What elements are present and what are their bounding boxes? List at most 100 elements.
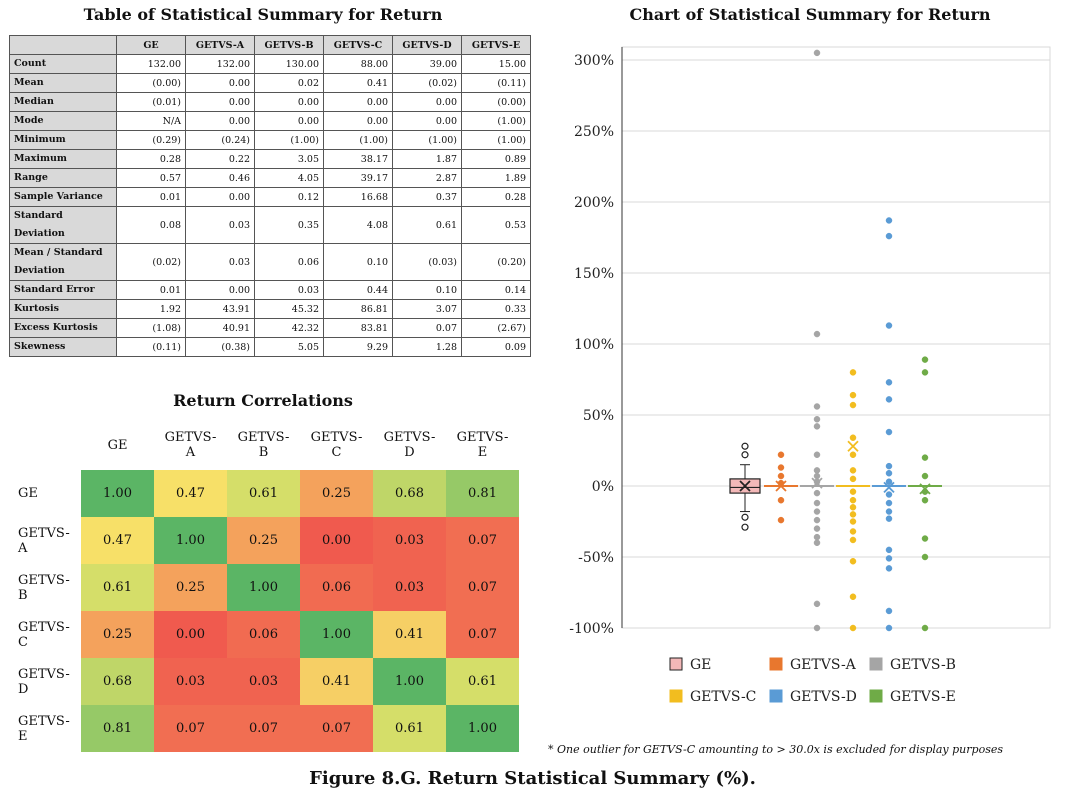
correlation-cell: 1.00 bbox=[154, 517, 227, 564]
outlier-point bbox=[885, 515, 893, 522]
outlier-point bbox=[777, 451, 785, 459]
outlier-point bbox=[813, 472, 821, 480]
stats-cell: 0.35 bbox=[254, 206, 324, 244]
correlation-cell: 0.07 bbox=[446, 564, 519, 611]
outlier-point bbox=[885, 217, 893, 224]
legend-swatch bbox=[869, 657, 883, 671]
correlation-row-header: GETVS- E bbox=[18, 713, 70, 744]
y-tick-label: 100% bbox=[574, 337, 614, 353]
correlation-cell: 1.00 bbox=[300, 611, 373, 658]
correlation-row-header: GETVS- B bbox=[18, 572, 70, 603]
outlier-point bbox=[885, 607, 893, 615]
correlation-cell: 0.41 bbox=[373, 611, 446, 658]
outlier-point bbox=[813, 416, 821, 423]
outlier-point bbox=[849, 434, 857, 441]
outlier-point bbox=[921, 624, 929, 632]
outlier-point bbox=[777, 516, 785, 524]
correlation-cell: 0.06 bbox=[227, 611, 300, 658]
correlation-column-header: GETVS- B bbox=[237, 430, 290, 460]
correlation-cell: 0.81 bbox=[446, 470, 519, 517]
outlier-point bbox=[849, 401, 857, 409]
outlier-point bbox=[813, 423, 821, 430]
mean-marker bbox=[739, 480, 751, 492]
stats-row-label: Excess Kurtosis bbox=[9, 318, 117, 338]
correlation-cell: 0.61 bbox=[373, 705, 446, 752]
stats-table: GE GETVS-A GETVS-B GETVS-C GETVS-D GETVS-E Co… bbox=[9, 35, 531, 357]
y-tick-label: -50% bbox=[578, 550, 614, 566]
correlation-matrix: GE GE GETVS- A GETVS- A GETVS- B GETVS- B GETV… bbox=[8, 420, 523, 758]
outlier-point bbox=[813, 499, 821, 507]
outlier-point bbox=[885, 469, 893, 477]
stats-column-header: GETVS-C bbox=[323, 35, 393, 55]
outlier-point bbox=[921, 472, 929, 480]
correlation-row-header: GE bbox=[18, 486, 38, 501]
legend-swatch bbox=[669, 689, 683, 703]
outlier-point bbox=[849, 528, 857, 535]
correlation-row-header: GETVS- A bbox=[18, 525, 70, 556]
correlation-cell: 0.00 bbox=[300, 517, 373, 564]
outlier-point bbox=[885, 546, 893, 554]
outlier-point bbox=[849, 558, 857, 565]
y-tick-label: 200% bbox=[574, 195, 614, 211]
outlier-point bbox=[885, 508, 893, 515]
stats-cell: 0.10 bbox=[323, 243, 393, 281]
outlier-point bbox=[813, 330, 821, 338]
outlier-point bbox=[921, 356, 929, 363]
correlation-cell: 0.61 bbox=[446, 658, 519, 705]
stats-table-row: Maximum 0.28 0.22 3.05 38.17 1.87 0.89 bbox=[9, 149, 531, 169]
outlier-point bbox=[849, 369, 857, 376]
y-tick-label: 250% bbox=[574, 124, 614, 140]
stats-row-label: Skewness bbox=[9, 337, 117, 357]
outlier-point bbox=[813, 508, 821, 515]
outlier-point bbox=[813, 600, 821, 608]
y-tick-label: -100% bbox=[569, 621, 614, 637]
outlier-point bbox=[813, 539, 821, 547]
stats-table-title: Table of Statistical Summary for Return bbox=[83, 5, 443, 24]
stats-table-row: Excess Kurtosis (1.08) 40.91 42.32 83.81 0.07… bbox=[9, 318, 531, 338]
stats-cell: 1.28 bbox=[392, 337, 462, 357]
legend-label: GETVS-A bbox=[790, 657, 857, 673]
y-tick-label: 0% bbox=[592, 479, 614, 495]
outlier-point bbox=[849, 504, 857, 511]
stats-table-row: Mode N/A 0.00 0.00 0.00 0.00 (1.00) bbox=[9, 111, 531, 131]
stats-table-row: Standard Deviation 0.08 0.03 0.35 4.08 0.61 0.… bbox=[9, 206, 531, 244]
correlation-cell: 0.61 bbox=[81, 564, 154, 611]
legend-label: GETVS-C bbox=[690, 689, 756, 705]
outlier-point bbox=[849, 518, 857, 525]
stats-row-label: Mode bbox=[9, 111, 117, 131]
correlation-cell: 1.00 bbox=[227, 564, 300, 611]
outlier-point bbox=[849, 467, 857, 474]
outlier-point bbox=[885, 379, 893, 386]
outlier-point bbox=[921, 553, 929, 561]
outlier-point bbox=[885, 322, 893, 329]
outlier-point bbox=[813, 451, 821, 459]
stats-row-label: Range bbox=[9, 168, 117, 188]
outlier-point bbox=[885, 499, 893, 507]
correlation-cell: 1.00 bbox=[81, 470, 154, 517]
outlier-point bbox=[921, 369, 929, 376]
chart-title: Chart of Statistical Summary for Return bbox=[629, 5, 991, 24]
outlier-point bbox=[813, 516, 821, 524]
outlier-point bbox=[813, 478, 821, 485]
outlier-point bbox=[849, 593, 857, 601]
correlation-row-header: GETVS- D bbox=[18, 666, 70, 697]
correlation-cell: 0.47 bbox=[81, 517, 154, 564]
outlier-point bbox=[777, 472, 785, 480]
outlier-point bbox=[813, 533, 821, 541]
stats-cell: 0.09 bbox=[461, 337, 531, 357]
stats-column-header: GE bbox=[116, 35, 186, 55]
outlier-point bbox=[813, 403, 821, 410]
legend-swatch bbox=[669, 657, 683, 671]
correlation-cell: 0.03 bbox=[373, 564, 446, 611]
outlier-point bbox=[849, 511, 857, 518]
stats-cell: (0.11) bbox=[116, 337, 186, 357]
stats-cell: (0.38) bbox=[185, 337, 255, 357]
outlier-point bbox=[885, 232, 893, 240]
stats-row-label: Standard Deviation bbox=[9, 206, 117, 244]
outlier-point bbox=[741, 513, 749, 521]
correlation-row-header: GETVS- C bbox=[18, 619, 70, 650]
correlation-cell: 0.07 bbox=[446, 611, 519, 658]
stats-cell: 0.08 bbox=[116, 206, 186, 244]
correlation-column-header: GETVS- A bbox=[164, 430, 217, 460]
legend-label: GETVS-E bbox=[890, 689, 956, 705]
